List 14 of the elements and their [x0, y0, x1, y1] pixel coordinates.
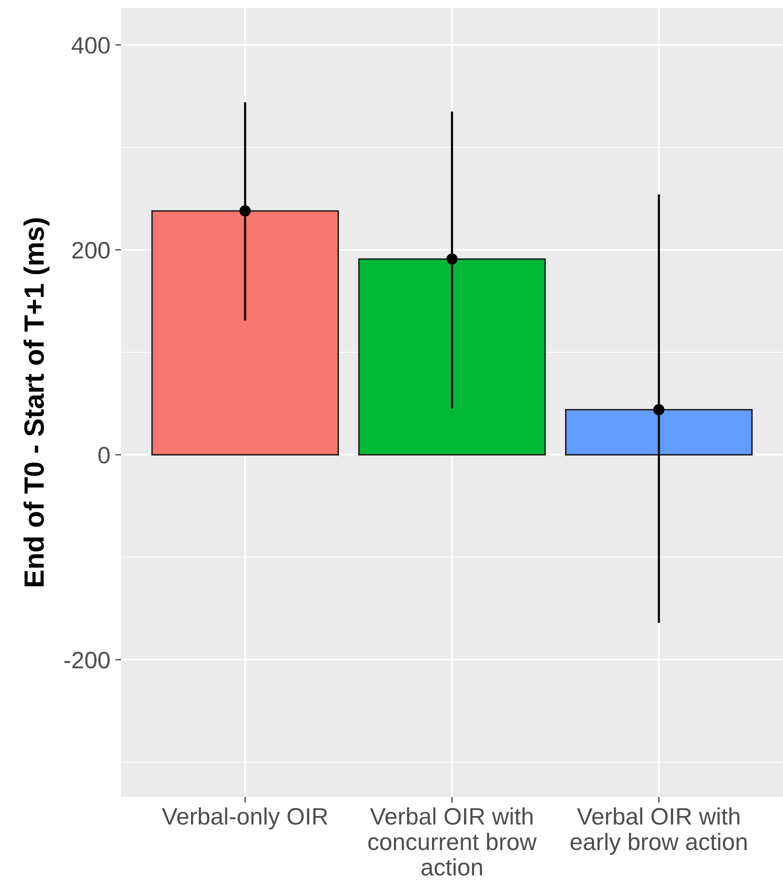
point [653, 404, 664, 416]
bar [358, 258, 546, 456]
y-tick-label: -200 [64, 652, 110, 668]
y-tick-label: 400 [72, 36, 110, 54]
bar [565, 408, 753, 456]
x-tick-label: Verbal OIR with early brow action [570, 807, 747, 855]
point [446, 253, 458, 265]
y-tick-label: 0 [98, 446, 110, 464]
y-axis-title: End of T0 - Start of T+1 (ms) [24, 218, 50, 586]
x-tick-label: Verbal-only OIR [162, 807, 328, 830]
x-tick-label: Verbal OIR with concurrent brow action [368, 807, 537, 876]
bar [151, 210, 339, 456]
point [240, 205, 251, 216]
y-tick-label: 200 [72, 242, 110, 259]
